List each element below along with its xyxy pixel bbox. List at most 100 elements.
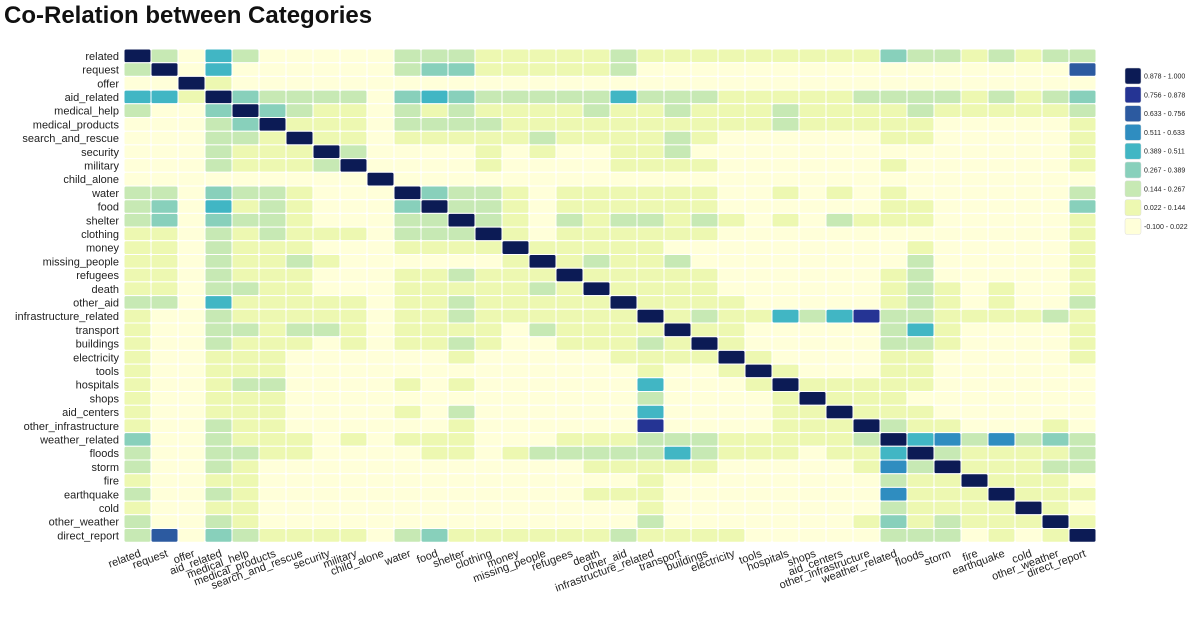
heatmap-cell bbox=[555, 130, 584, 146]
heatmap-cell bbox=[744, 391, 773, 406]
heatmap-cell bbox=[960, 404, 989, 420]
heatmap-cell bbox=[123, 322, 152, 338]
heatmap-cell bbox=[960, 89, 989, 105]
heatmap-cell bbox=[852, 459, 881, 475]
heatmap-cell bbox=[960, 349, 989, 365]
heatmap-cell bbox=[582, 322, 611, 338]
x-tick-label: water bbox=[382, 548, 413, 569]
heatmap-cell bbox=[690, 89, 719, 105]
heatmap-cell bbox=[555, 500, 584, 516]
heatmap-cell bbox=[582, 212, 611, 228]
heatmap-cell bbox=[528, 308, 557, 324]
heatmap-cell bbox=[177, 363, 206, 379]
heatmap-cell bbox=[798, 158, 827, 173]
heatmap-cell bbox=[258, 486, 287, 502]
heatmap-cell bbox=[258, 226, 287, 242]
y-tick-label: weather_related bbox=[39, 434, 119, 446]
heatmap-cell bbox=[663, 432, 692, 447]
heatmap-cell bbox=[582, 473, 611, 488]
heatmap-cell bbox=[150, 185, 179, 201]
heatmap-cell bbox=[447, 336, 476, 351]
heatmap-cell bbox=[258, 418, 287, 434]
heatmap-cell bbox=[852, 199, 881, 214]
heatmap-cell bbox=[177, 473, 206, 488]
heatmap-cell bbox=[636, 377, 665, 392]
heatmap-cell bbox=[717, 212, 746, 228]
heatmap-cell bbox=[582, 349, 611, 365]
heatmap-cell bbox=[717, 459, 746, 475]
heatmap-cell bbox=[312, 486, 341, 502]
heatmap-cell bbox=[933, 514, 962, 529]
heatmap-cell bbox=[744, 185, 773, 201]
heatmap-cell bbox=[447, 267, 476, 283]
heatmap-cell bbox=[528, 144, 557, 160]
heatmap-cell bbox=[474, 363, 503, 379]
heatmap-cell bbox=[717, 500, 746, 516]
heatmap-cell bbox=[690, 226, 719, 242]
heatmap-cell bbox=[501, 295, 530, 310]
heatmap-cell bbox=[636, 89, 665, 105]
y-tick-label: medical_products bbox=[33, 119, 120, 131]
heatmap-cell bbox=[825, 117, 854, 132]
heatmap-cell bbox=[987, 391, 1016, 406]
heatmap-cell bbox=[852, 404, 881, 420]
heatmap-cell bbox=[960, 295, 989, 310]
heatmap-cell bbox=[771, 473, 800, 488]
heatmap-cell bbox=[258, 254, 287, 269]
heatmap-cell bbox=[339, 445, 368, 461]
heatmap-cell bbox=[123, 75, 152, 91]
heatmap-cell bbox=[231, 486, 260, 502]
heatmap-cell bbox=[825, 185, 854, 201]
heatmap-cell bbox=[1014, 336, 1043, 351]
heatmap-cell bbox=[960, 62, 989, 77]
heatmap-cell bbox=[825, 432, 854, 447]
heatmap-cell bbox=[771, 486, 800, 502]
heatmap-cell bbox=[177, 144, 206, 160]
heatmap-cell bbox=[231, 432, 260, 447]
heatmap-cell bbox=[231, 212, 260, 228]
heatmap-cell bbox=[474, 349, 503, 365]
heatmap-cell bbox=[447, 391, 476, 406]
heatmap-cell bbox=[204, 89, 233, 105]
heatmap-cell bbox=[177, 391, 206, 406]
heatmap-cell bbox=[852, 473, 881, 488]
heatmap-cell bbox=[204, 295, 233, 310]
heatmap-cell bbox=[231, 171, 260, 187]
heatmap-cell bbox=[366, 486, 395, 502]
heatmap-cell bbox=[258, 199, 287, 214]
heatmap-cell bbox=[906, 267, 935, 283]
heatmap-cell bbox=[960, 473, 989, 488]
heatmap-cell bbox=[663, 130, 692, 146]
heatmap-cell bbox=[123, 103, 152, 119]
heatmap-cell bbox=[447, 240, 476, 256]
heatmap-cell bbox=[1041, 418, 1070, 434]
heatmap-cell bbox=[609, 308, 638, 324]
heatmap-cell bbox=[609, 185, 638, 201]
heatmap-cell bbox=[420, 404, 449, 420]
heatmap-cell bbox=[258, 459, 287, 475]
heatmap-cell bbox=[366, 240, 395, 256]
heatmap-cell bbox=[204, 144, 233, 160]
heatmap-cell bbox=[906, 528, 935, 543]
heatmap-cell bbox=[231, 254, 260, 269]
heatmap-cell bbox=[258, 391, 287, 406]
heatmap-cell bbox=[528, 267, 557, 283]
heatmap-cell bbox=[231, 185, 260, 201]
heatmap-cell bbox=[231, 363, 260, 379]
heatmap-cell bbox=[960, 240, 989, 256]
heatmap-cell bbox=[879, 500, 908, 516]
heatmap-cell bbox=[987, 459, 1016, 475]
heatmap-cell bbox=[852, 349, 881, 365]
heatmap-cell bbox=[447, 349, 476, 365]
heatmap-cell bbox=[1014, 281, 1043, 297]
heatmap-cell bbox=[447, 432, 476, 447]
heatmap-cell bbox=[447, 486, 476, 502]
heatmap-cell bbox=[501, 391, 530, 406]
heatmap-cell bbox=[123, 486, 152, 502]
heatmap-cell bbox=[906, 117, 935, 132]
heatmap-cell bbox=[987, 281, 1016, 297]
heatmap-cell bbox=[339, 459, 368, 475]
heatmap-cell bbox=[609, 103, 638, 119]
heatmap-cell bbox=[177, 528, 206, 543]
